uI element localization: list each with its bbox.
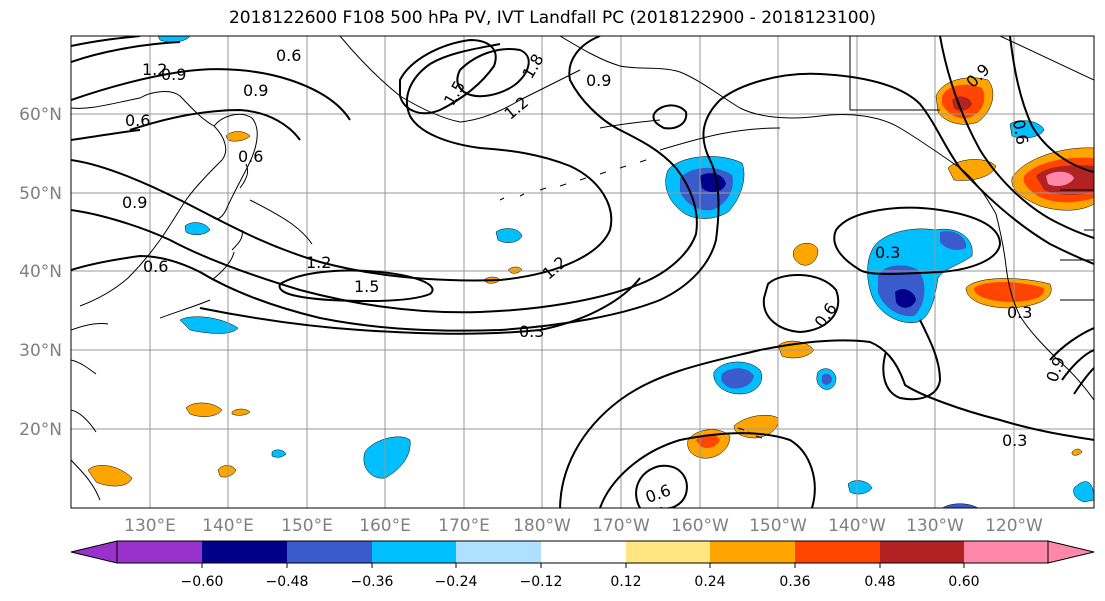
- colorbar-extend-low: [70, 540, 118, 564]
- contour-label: 0.6: [238, 147, 263, 166]
- lat-label: 60°N: [19, 105, 62, 125]
- contour-0.3-top: [833, 206, 1002, 275]
- coast-kurils: [249, 199, 313, 245]
- lat-label: 20°N: [19, 420, 62, 440]
- colorbar-tick-label: 0.24: [694, 574, 725, 590]
- contour-0.6-c: [635, 464, 688, 508]
- colorbar-tick-label: −0.48: [266, 574, 309, 590]
- contour-0.9-ne: [939, 36, 1094, 239]
- lon-label: 130°E: [124, 516, 176, 536]
- colorbar-tick-label: 0.12: [610, 574, 641, 590]
- colorbar-extend-high: [1047, 540, 1095, 564]
- latitude-labels: 20°N 30°N 40°N 50°N 60°N: [19, 105, 62, 440]
- shaded-anomalies: [87, 36, 1094, 508]
- contour-0.6-ne: [1009, 36, 1094, 173]
- contour-label: 0.9: [122, 193, 147, 212]
- colorbar-tick-label: −0.12: [520, 574, 563, 590]
- lon-label: 140°W: [828, 516, 886, 536]
- lon-label: 160°E: [359, 516, 411, 536]
- contour-0.9: [71, 36, 698, 314]
- contour-label: 0.3: [875, 243, 900, 262]
- colorbar-bin: [880, 541, 964, 563]
- contour-0.6-d: [762, 274, 840, 334]
- colorbar-bin: [202, 541, 287, 563]
- colorbar-tick-label: −0.36: [351, 574, 394, 590]
- colorbar-tick-label: 0.60: [948, 574, 979, 590]
- borders: [849, 36, 1094, 301]
- lon-label: 170°E: [438, 516, 490, 536]
- colorbar-tick-label: −0.60: [181, 574, 224, 590]
- colorbar-bin: [626, 541, 710, 563]
- contour-0.9-nw: [71, 68, 351, 121]
- colorbar-bin: [964, 541, 1048, 563]
- lon-label: 130°W: [906, 516, 964, 536]
- contour-label: 1.2: [306, 253, 331, 272]
- longitude-labels: 130°E 140°E 150°E 160°E 170°E 180°W 170°…: [124, 516, 1043, 536]
- colorbar-bin: [795, 541, 880, 563]
- lon-label: 120°W: [985, 516, 1043, 536]
- lon-label: 150°W: [749, 516, 807, 536]
- lon-label: 170°W: [592, 516, 650, 536]
- contour-label: 1.5: [354, 277, 379, 296]
- contour-1.2-nw: [71, 36, 141, 47]
- lat-label: 30°N: [19, 341, 62, 361]
- contour-label: 0.9: [161, 65, 186, 84]
- contour-0.3: [559, 339, 1094, 508]
- colorbar-tick-label: 0.48: [864, 574, 895, 590]
- coast-kamchatka: [211, 113, 258, 220]
- contour-0.3-mid: [882, 319, 942, 401]
- contour-1.2: [71, 43, 613, 282]
- contour-0.6-b: [599, 432, 816, 508]
- colorbar-bin: [117, 541, 202, 563]
- contour-label: 0.6: [143, 257, 168, 276]
- contour-label: 0.3: [519, 322, 544, 341]
- lon-label: 150°E: [281, 516, 333, 536]
- colorbar-bin: [541, 541, 626, 563]
- contour-label: 0.6: [276, 46, 301, 65]
- contour-label: 0.6: [125, 111, 150, 130]
- contour-label: 0.3: [1002, 431, 1027, 450]
- colorbar-frame: [116, 540, 1049, 564]
- contour-0.6-ring: [652, 104, 688, 130]
- aleutian-islands: [499, 159, 647, 201]
- coast-japan: [159, 163, 249, 319]
- colorbar-bin: [710, 541, 795, 563]
- lon-label: 180°W: [513, 516, 571, 536]
- coast-chukotka: [339, 36, 581, 123]
- contour-label: 0.9: [243, 81, 268, 100]
- colorbar-bin: [287, 541, 372, 563]
- contour-1.8: [456, 48, 530, 98]
- colorbar-tick-label: −0.24: [435, 574, 478, 590]
- contour-label: 0.6: [1009, 118, 1032, 146]
- contour-label: 0.3: [1007, 303, 1032, 322]
- coast-asia: [71, 91, 227, 501]
- contour-label: 0.9: [586, 71, 611, 90]
- lon-label: 160°W: [671, 516, 729, 536]
- pv-contours: [71, 36, 1094, 508]
- colorbar-bin: [456, 541, 541, 563]
- contour-0.6: [71, 72, 1094, 332]
- plot-area: 1.2 0.9 0.6 0.9 0.6 0.6 0.9 0.6 1.5 1.8 …: [71, 36, 1094, 508]
- lon-label: 140°E: [202, 516, 254, 536]
- map-title: 2018122600 F108 500 hPa PV, IVT Landfall…: [228, 8, 876, 28]
- colorbar-bin: [372, 541, 456, 563]
- contour-0.3-se: [1049, 327, 1094, 395]
- contour-0.6-nw: [71, 41, 301, 141]
- lat-label: 50°N: [19, 184, 62, 204]
- contour-1.5: [278, 269, 434, 303]
- contour-label: 1.2: [142, 60, 167, 79]
- colorbar-tick-label: 0.36: [779, 574, 810, 590]
- gridlines: [71, 36, 1094, 508]
- colorbar: −0.60 −0.48 −0.36 −0.24 −0.12 0.12 0.24 …: [70, 540, 1095, 590]
- contour-1.5-b: [399, 38, 497, 115]
- map-frame: [70, 35, 1095, 509]
- lat-label: 40°N: [19, 262, 62, 282]
